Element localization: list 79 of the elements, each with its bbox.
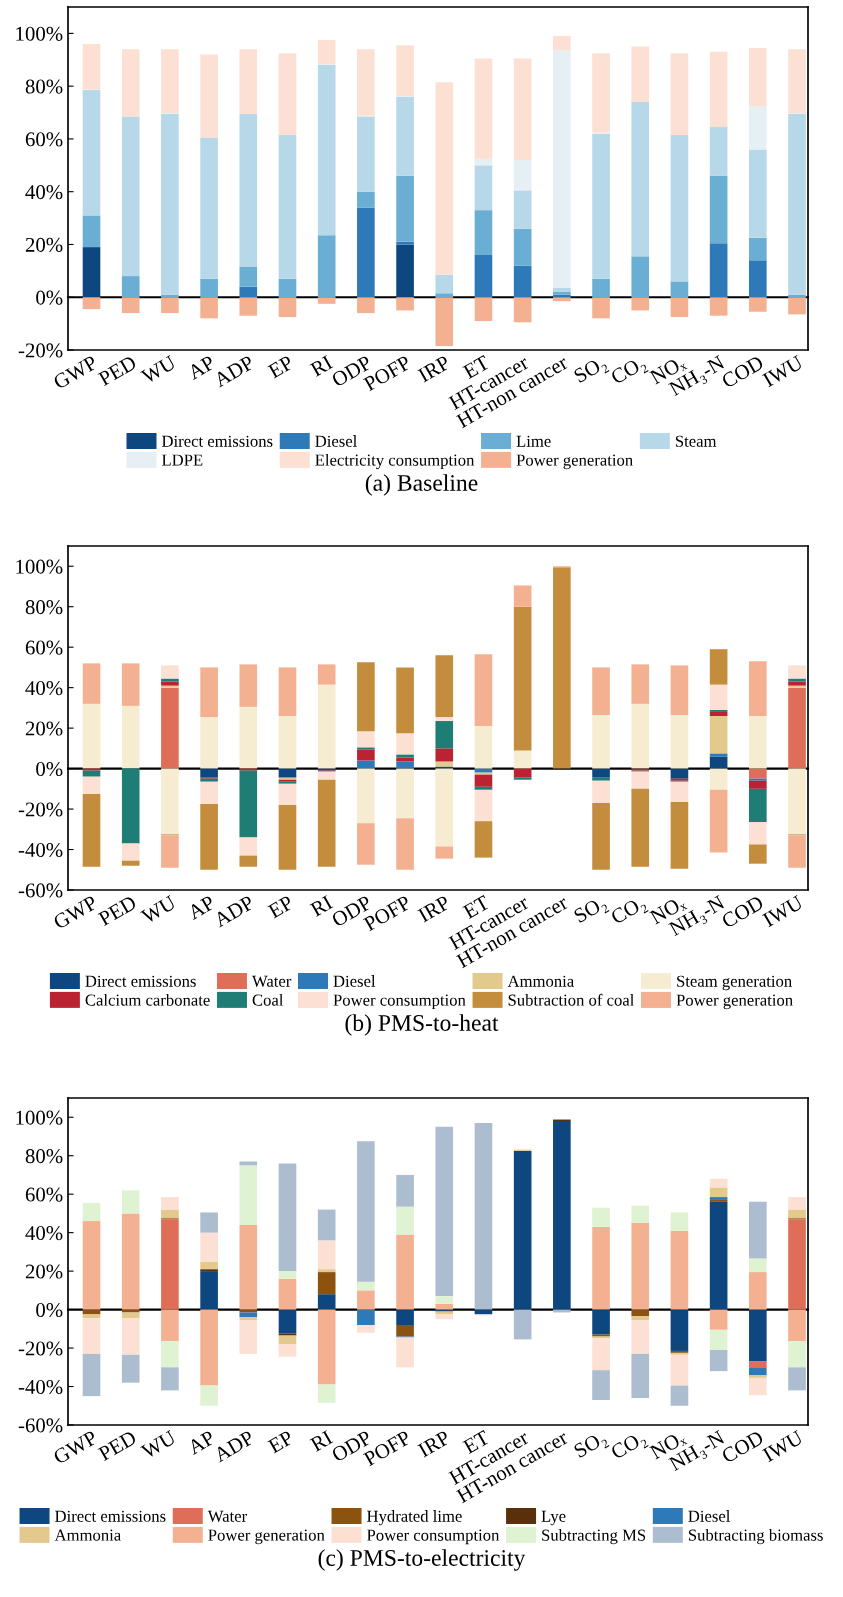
x-tick-label: WU <box>140 355 177 385</box>
x-tick-label: IRP <box>417 355 451 383</box>
legend-label: Direct emissions <box>161 435 273 447</box>
legend-label: Water <box>207 1510 247 1522</box>
legend-label: Direct emissions <box>85 975 196 987</box>
legend-label: Steam generation <box>677 975 792 991</box>
legend-label: Coal <box>252 993 284 1006</box>
y-tick-label: 0% <box>36 761 63 777</box>
x-tick-label: CO₂ <box>609 355 649 389</box>
legend-label: Power generation <box>208 1529 325 1545</box>
y-tick-label: 60% <box>25 640 63 655</box>
y-tick-label: 40% <box>25 681 63 696</box>
y-tick-label: 20% <box>25 1264 63 1279</box>
x-tick-label: EP <box>267 1430 294 1454</box>
y-tick-label: 100% <box>16 26 63 41</box>
legend-label: Hydrated lime <box>367 1510 462 1526</box>
y-tick-label: 80% <box>25 1149 63 1164</box>
y-tick-label: 0% <box>36 1302 63 1318</box>
y-tick-label: 80% <box>25 79 63 94</box>
text: (c) PMS-to-electricity <box>318 1549 526 1571</box>
y-tick-label: 20% <box>25 237 63 252</box>
legend-label: Calcium carbonate <box>85 993 210 1006</box>
y-tick-label: -20% <box>18 343 63 358</box>
x-tick-label: IWU <box>762 895 805 928</box>
legend-label: Diesel <box>315 435 357 447</box>
x-tick-label: EP <box>267 895 294 919</box>
y-tick-label: 40% <box>25 1226 63 1241</box>
x-tick-label: SO₂ <box>573 895 610 927</box>
x-tick-label: IRP <box>417 1430 451 1458</box>
legend-label: Power consumption <box>333 994 466 1010</box>
x-tick-label: WU <box>140 1430 177 1460</box>
y-tick-label: -20% <box>18 802 63 817</box>
y-tick-label: -60% <box>18 883 63 898</box>
x-tick-label: SO₂ <box>573 355 610 387</box>
legend-label: Power generation <box>516 454 633 470</box>
legend-label: Electricity consumption <box>315 453 475 470</box>
legend-label: Diesel <box>688 1510 731 1522</box>
x-tick-label: IWU <box>762 1430 805 1463</box>
legend-label: Steam <box>675 435 717 447</box>
y-tick-label: -20% <box>18 1341 63 1356</box>
legend-label: LDPE <box>161 454 203 466</box>
legend-label: Diesel <box>333 975 376 987</box>
x-tick-label: IRP <box>417 895 451 923</box>
x-tick-label: PED <box>97 895 138 927</box>
x-tick-label: RI <box>309 895 334 917</box>
y-tick-label: 60% <box>25 132 63 147</box>
y-tick-label: 20% <box>25 721 63 736</box>
text: (a) Baseline <box>365 474 478 496</box>
x-tick-label: CO₂ <box>609 1430 649 1464</box>
y-tick-label: -40% <box>18 1379 63 1395</box>
legend-label: Ammonia <box>54 1529 121 1541</box>
y-tick-label: -40% <box>18 842 63 858</box>
legend-label: Ammonia <box>507 975 574 987</box>
y-tick-label: -60% <box>18 1418 63 1433</box>
legend-label: Power generation <box>676 994 793 1010</box>
y-tick-label: 80% <box>25 600 63 615</box>
x-tick-label: PED <box>97 1430 138 1462</box>
legend-label: Subtraction of coal <box>508 993 635 1006</box>
x-tick-label: RI <box>309 355 334 377</box>
legend-label: Direct emissions <box>55 1510 166 1522</box>
x-tick-label: SO₂ <box>573 1430 610 1462</box>
legend-label: Subtracting biomass <box>688 1528 823 1545</box>
y-tick-label: 60% <box>25 1187 63 1202</box>
legend-label: Power consumption <box>367 1529 500 1545</box>
y-tick-label: 40% <box>25 185 63 200</box>
x-tick-label: EP <box>267 355 294 379</box>
legend-label: Lime <box>516 435 551 447</box>
legend-label: Water <box>251 975 292 987</box>
x-tick-label: RI <box>309 1430 334 1452</box>
y-tick-label: 100% <box>16 1110 63 1125</box>
y-tick-label: 100% <box>16 559 63 574</box>
x-tick-label: PED <box>97 355 138 387</box>
y-tick-label: 0% <box>36 290 63 305</box>
x-tick-label: CO₂ <box>609 895 649 929</box>
legend-label: Lye <box>541 1510 566 1526</box>
x-tick-label: IWU <box>762 355 805 388</box>
text: (b) PMS-to-heat <box>345 1014 499 1036</box>
legend-label: Subtracting MS <box>542 1529 646 1545</box>
x-tick-label: WU <box>140 895 177 925</box>
